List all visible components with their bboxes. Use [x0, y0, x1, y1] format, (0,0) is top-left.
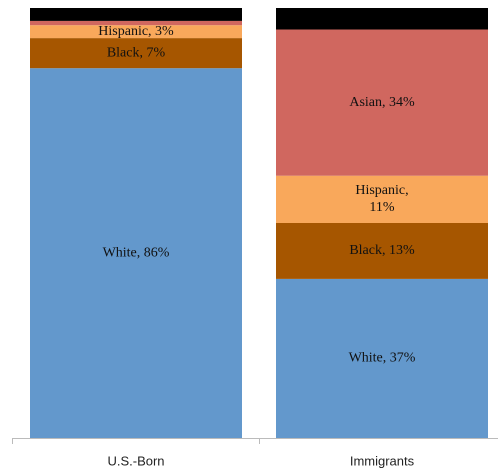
data-label: Hispanic, 11% [355, 183, 408, 215]
bar-segment [276, 29, 488, 176]
bar-segment [276, 278, 488, 438]
bar-segment [30, 8, 242, 21]
bar-segment [276, 8, 488, 30]
bar-segment [276, 175, 488, 223]
x-tick-label: Immigrants [350, 453, 415, 468]
bar-segment [30, 25, 242, 39]
bar-segment [30, 38, 242, 69]
data-label: Asian, 34% [349, 95, 415, 110]
data-label: White, 37% [349, 351, 416, 366]
bar-segment [276, 223, 488, 279]
bar-segment [30, 20, 242, 26]
data-label: Black, 13% [349, 243, 415, 258]
x-tick-label: U.S.-Born [107, 453, 164, 468]
bar-segment [30, 68, 242, 438]
data-label: Black, 7% [107, 45, 166, 60]
data-label: Hispanic, 3% [98, 24, 174, 39]
data-label: White, 86% [103, 245, 170, 260]
